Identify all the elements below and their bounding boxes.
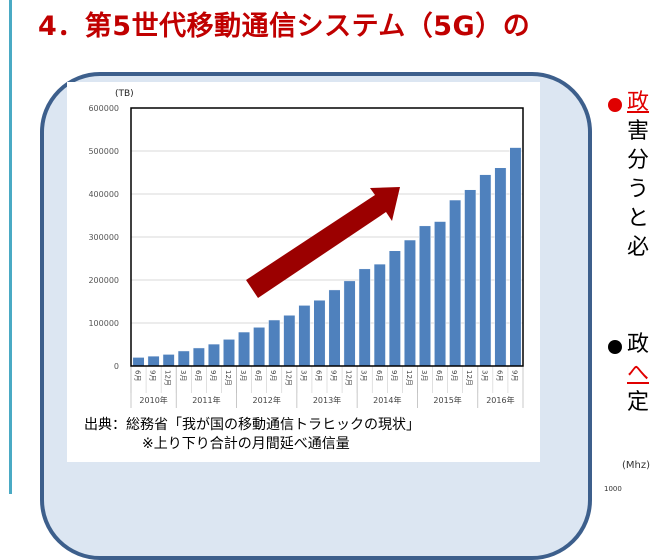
y-tick-label: 300000 (88, 233, 119, 242)
bullet1-text: 政 害 分 う と 必 (627, 88, 649, 262)
year-label: 2012年 (253, 395, 281, 405)
x-tick-label: 6月 (314, 370, 322, 381)
x-tick-label: 6月 (495, 370, 503, 381)
partial-tick: 1000 (604, 485, 622, 493)
bar (132, 357, 145, 367)
y-tick-label: 400000 (88, 190, 119, 199)
traffic-bar-chart: (TB) 0 100000 200000 300000 400000 500000 6000… (88, 89, 524, 408)
x-tick-label: 12月 (345, 370, 353, 386)
bar (343, 280, 356, 367)
bar (192, 347, 205, 367)
x-tick-label: 12月 (405, 370, 413, 386)
bar (253, 327, 266, 367)
bullet-red-icon (608, 98, 622, 112)
x-tick-label: 3月 (480, 370, 488, 381)
y-axis-unit: (TB) (115, 89, 134, 99)
bar (268, 319, 281, 367)
x-tick-label: 9月 (149, 370, 157, 381)
x-tick-label: 6月 (254, 370, 262, 381)
y-tick-label: 200000 (88, 276, 119, 285)
bullet2-line: 定 (627, 390, 650, 415)
x-tick-label: 12月 (465, 370, 473, 386)
bar (509, 147, 522, 367)
x-tick-label: 12月 (164, 370, 172, 386)
x-tick-label: 9月 (450, 370, 458, 381)
bar (358, 268, 371, 367)
y-tick-label: 0 (114, 362, 119, 371)
x-tick-label: 9月 (510, 370, 518, 381)
x-tick-label: 3月 (239, 370, 247, 381)
source-citation: 出典：総務省「我が国の移動通信トラヒックの現状」 (84, 417, 420, 433)
y-tick-label: 600000 (88, 104, 119, 113)
x-tick-label: 6月 (194, 370, 202, 381)
x-tick-label: 3月 (420, 370, 428, 381)
x-tick-label: 12月 (224, 370, 232, 386)
x-tick-label: 6月 (134, 370, 142, 381)
bullet-black-icon (608, 340, 622, 354)
bullet1-line: 分 (627, 148, 650, 173)
x-tick-label: 3月 (179, 370, 187, 381)
bar (388, 250, 401, 367)
bullet1-head: 政 (627, 90, 650, 115)
bullet2-text: 政 へ 定 (627, 330, 649, 417)
bar (434, 221, 447, 367)
bullet2-head: 政 (627, 332, 650, 357)
bar (464, 189, 477, 367)
bar (207, 343, 220, 367)
bullet1-line: と (627, 206, 650, 231)
source-note: 出典：総務省「我が国の移動通信トラヒックの現状」 ※上り下り合計の月間延べ通信量 (84, 416, 420, 454)
y-tick-label: 100000 (88, 319, 119, 328)
x-tick-label: 12月 (284, 370, 292, 386)
bar (449, 199, 462, 367)
bar (223, 339, 235, 367)
bar (403, 239, 416, 367)
slide-title: 4．第5世代移動通信システム（5G）の (38, 11, 531, 42)
year-label: 2015年 (433, 395, 461, 405)
bullet2-red: へ (627, 361, 650, 386)
x-tick-label: 9月 (390, 370, 398, 381)
x-tick-label: 3月 (360, 370, 368, 381)
mhz-unit: (Mhz) (622, 460, 651, 471)
year-label: 2014年 (373, 395, 401, 405)
bar (283, 315, 296, 367)
x-tick-label: 6月 (375, 370, 383, 381)
y-tick-label: 500000 (88, 147, 119, 156)
x-tick-label: 6月 (435, 370, 443, 381)
bar (313, 299, 326, 367)
bar (373, 263, 386, 367)
x-tick-label: 9月 (269, 370, 277, 381)
bar (419, 225, 431, 367)
year-label: 2016年 (486, 395, 514, 405)
bar (479, 174, 492, 367)
bar (177, 350, 190, 367)
year-label: 2010年 (139, 395, 167, 405)
year-label: 2013年 (313, 395, 341, 405)
year-label: 2011年 (192, 395, 220, 405)
bar (298, 305, 311, 367)
bar (238, 331, 251, 367)
x-tick-label: 9月 (330, 370, 338, 381)
bar (162, 354, 175, 367)
bar (328, 289, 341, 367)
trend-arrow-icon (246, 187, 400, 298)
source-footnote: ※上り下り合計の月間延べ通信量 (142, 436, 350, 452)
accent-line (9, 0, 12, 494)
bar (147, 355, 160, 367)
bullet1-line: 必 (627, 235, 650, 260)
plot-border (130, 107, 524, 367)
bullet1-line: 害 (627, 119, 650, 144)
bar (494, 167, 507, 367)
bullet1-line: う (627, 177, 650, 202)
x-tick-label: 9月 (209, 370, 217, 381)
chart-panel (67, 82, 540, 462)
x-tick-label: 3月 (299, 370, 307, 381)
